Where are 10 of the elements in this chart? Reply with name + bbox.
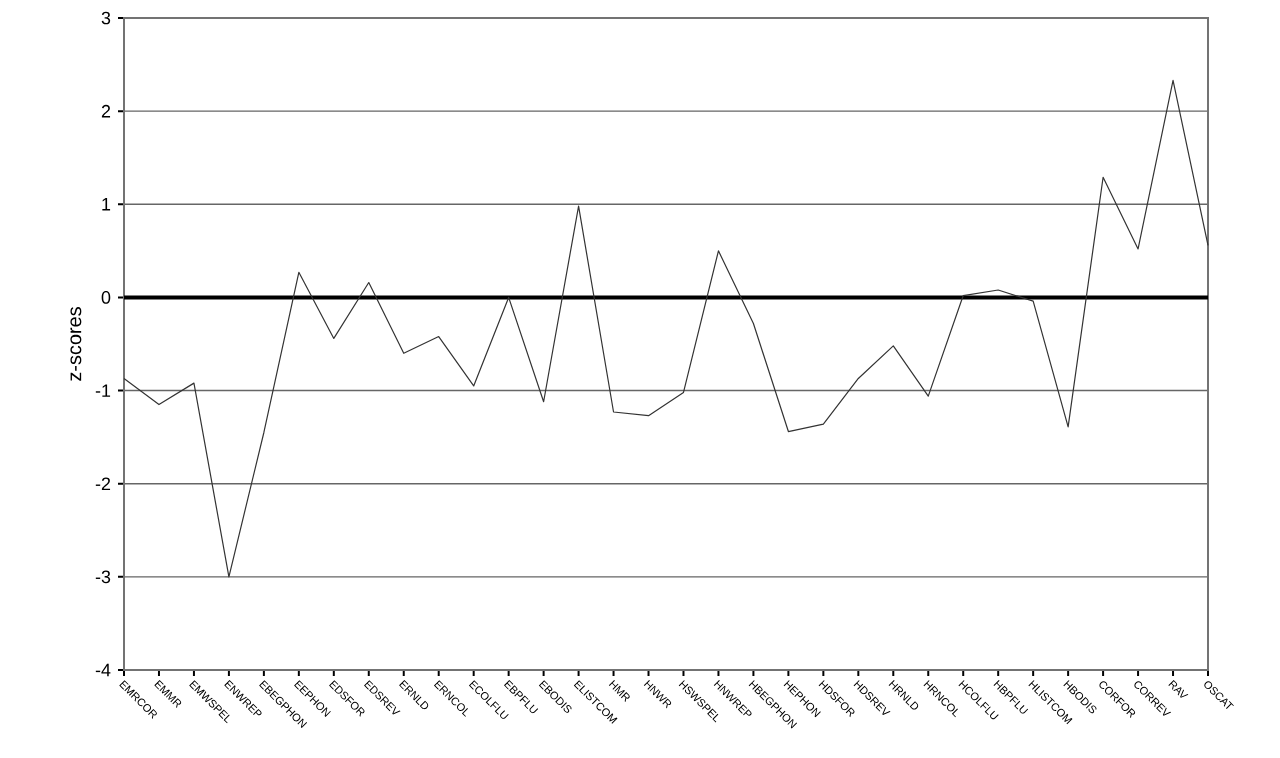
line-series (123, 79, 1209, 578)
y-tick-label: 1 (102, 198, 111, 211)
y-tick-label: -2 (95, 477, 111, 490)
y-tick-label: -4 (95, 663, 111, 677)
y-tick-label: -1 (95, 384, 111, 397)
y-tick-label: -3 (95, 570, 111, 584)
y-axis-title: z-scores (70, 307, 82, 381)
y-tick-label: 3 (101, 11, 111, 25)
y-tick-label: 0 (101, 291, 111, 304)
y-tick-label: 2 (101, 104, 111, 118)
